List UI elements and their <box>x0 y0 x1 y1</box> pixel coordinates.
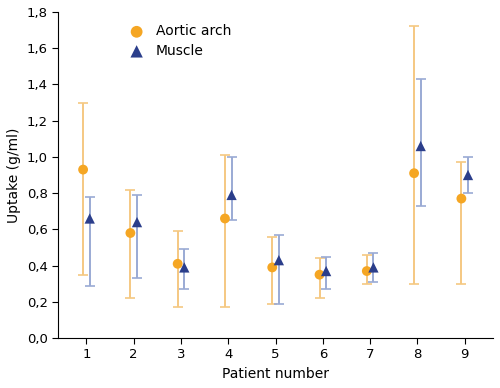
Aortic arch <box>221 215 229 222</box>
Aortic arch <box>410 170 418 176</box>
Muscle <box>86 215 94 222</box>
Muscle <box>322 268 330 274</box>
Aortic arch <box>458 196 466 202</box>
Aortic arch <box>268 264 276 270</box>
Y-axis label: Uptake (g/ml): Uptake (g/ml) <box>7 127 21 223</box>
Muscle <box>416 143 424 149</box>
Muscle <box>370 264 378 270</box>
Aortic arch <box>316 272 324 278</box>
Aortic arch <box>174 261 182 267</box>
Aortic arch <box>363 268 371 274</box>
Muscle <box>180 264 188 270</box>
Muscle <box>464 172 472 178</box>
Aortic arch <box>126 230 134 236</box>
Muscle <box>275 257 283 263</box>
Aortic arch <box>79 166 87 173</box>
Muscle <box>228 192 235 198</box>
Muscle <box>133 219 141 225</box>
X-axis label: Patient number: Patient number <box>222 367 329 381</box>
Legend: Aortic arch, Muscle: Aortic arch, Muscle <box>117 19 237 64</box>
